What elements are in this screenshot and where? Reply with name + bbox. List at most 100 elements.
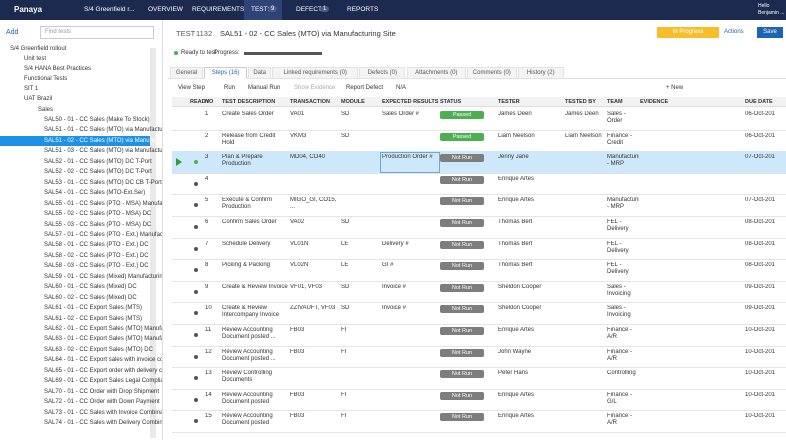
tree-test[interactable]: SAL73 - 01 - CC Sales with Invoice Combi… (44, 409, 163, 416)
tree-test[interactable]: SAL60 - 02 - CC Sales (Mixed) DC (44, 294, 137, 301)
tree-test[interactable]: SAL62 - 01 - CC Export Sales (MTO) Manuf… (44, 326, 163, 332)
tree-test[interactable]: SAL63 - 02 - CC Export Sales (MTO) DC (44, 346, 153, 353)
tool[interactable]: N/A (396, 85, 407, 91)
state[interactable]: In Progress (657, 27, 719, 38)
tool[interactable]: + New (666, 85, 684, 91)
ready-dot (194, 139, 198, 143)
tree-test[interactable]: SAL74 - 01 - CC Sales with Delivery Comb… (44, 420, 163, 427)
progress-bar (244, 52, 322, 55)
actions[interactable]: Actions (724, 29, 744, 35)
tab[interactable]: Attachments (0) (406, 67, 466, 79)
tree-test[interactable]: SAL69 - 01 - CC Export Sales Legal Compl… (44, 378, 163, 385)
tree-test[interactable]: SAL51 - 03 - CC Sales (MTO) via Manufact… (44, 148, 163, 155)
tree-test[interactable]: SAL55 - 02 - CC Sales (PTO - MSA) DC (44, 211, 152, 218)
test-label: TEST (176, 29, 196, 38)
cell-tester: Jenny Jane (498, 154, 529, 161)
brand: Panaya (14, 5, 43, 14)
tree-test[interactable]: SAL60 - 01 - CC Sales (Mixed) DC (44, 284, 137, 291)
tree-test[interactable]: SAL58 - 02 - CC Sales (PTO - Ext.) DC (44, 252, 149, 259)
user[interactable]: Benjamin ... (758, 10, 785, 16)
tree-test[interactable]: SAL58 - 01 - CC Sales (PTO - Ext.) DC (44, 242, 149, 249)
cell-team: Manufacturing - MRP (607, 197, 639, 211)
tree-folder[interactable]: S/4 Greenfield rollout (10, 46, 67, 52)
toolbar: View Step Run Manual Run Show Evidence R… (168, 82, 786, 94)
cell-due: 07-Oct-201 (745, 197, 776, 204)
tree-test[interactable]: SAL55 - 03 - CC Sales (PTO - MSA) DC (44, 221, 152, 228)
tree-test[interactable]: SAL61 - 02 - CC Export Sales (MTS) (44, 315, 143, 322)
ready-dot (174, 51, 178, 55)
tree-folder[interactable]: UAT Brazil (24, 96, 53, 102)
cell-team: Finance - A/R (607, 327, 633, 340)
tree-test[interactable]: SAL52 - 01 - CC Sales (MTO) DC T-Port (44, 158, 152, 165)
search[interactable]: Find tests (40, 26, 154, 39)
tree-test[interactable]: SAL72 - 01 - CC Order with Down Payment (44, 399, 160, 406)
cell-due: 07-Oct-201 (745, 154, 776, 161)
tree-test[interactable]: SAL65 - 01 - CC Export order with delive… (44, 367, 163, 374)
tree-folder[interactable]: Unit test (24, 56, 47, 62)
tree-test[interactable]: SAL52 - 02 - CC Sales (MTO) DC T-Port (44, 169, 152, 176)
run-icon (176, 158, 182, 167)
tree-test[interactable]: SAL57 - 01 - CC Sales (PTO - Ext.) Manuf… (44, 231, 163, 238)
cell-transaction: ZZIVAUFT, VF03 (290, 305, 336, 312)
cell-module: SD (341, 219, 350, 225)
step-no: 2 (205, 132, 209, 139)
tab[interactable]: General (170, 67, 204, 79)
tab[interactable]: History (2) (517, 67, 564, 79)
column-header: EVIDENCE (640, 99, 669, 105)
tree-folder[interactable]: SIT 1 (24, 86, 39, 92)
tree-folder[interactable]: Functional Tests (24, 76, 68, 82)
tree-test[interactable]: SAL51 - 02 - CC Sales (MTO) via Manufact… (44, 137, 163, 144)
tab[interactable]: Linked requirements (0) (272, 67, 359, 79)
project[interactable]: S/4 Greenfield r... (84, 6, 135, 13)
column-header: TEST DESCRIPTION (222, 99, 276, 105)
tool[interactable]: View Step (178, 85, 205, 91)
cell-tester: Enrique Artes (498, 197, 535, 204)
tree-test[interactable]: SAL53 - 01 - CC Sales (MTO) DC CB T-Port (44, 179, 162, 186)
status: Not Run (440, 175, 484, 184)
column-header: TESTED BY (565, 99, 596, 105)
tree-folder[interactable]: S/4 HANA Best Practices (24, 66, 92, 72)
add-button[interactable]: Add (6, 29, 19, 36)
step-no: 11 (205, 327, 212, 333)
tree-folder[interactable]: Sales (38, 107, 54, 113)
cell-team: FEL - Delivery (607, 219, 629, 232)
tool[interactable]: Report Defect (346, 85, 384, 91)
test-id: 1132 (196, 29, 213, 38)
row-bg (172, 324, 786, 347)
nav-item[interactable]: DEFECTS (296, 6, 327, 13)
nav-item[interactable]: REPORTS (347, 6, 379, 13)
cell-module: SD (341, 305, 350, 312)
cell-tester: Liam Neelson (498, 132, 535, 139)
ready-dot (194, 376, 198, 381)
tab[interactable]: Steps (16) (204, 67, 248, 79)
save[interactable]: Save (757, 27, 783, 38)
nav-item[interactable]: OVERVIEW (148, 6, 183, 13)
tree-test[interactable]: SAL61 - 01 - CC Export Sales (MTS) (44, 305, 143, 312)
row-bg (172, 108, 786, 131)
ready-dot (194, 181, 198, 186)
tree-test[interactable]: SAL64 - 01 - CC Export sales with invoic… (44, 357, 163, 364)
tool[interactable]: Run (224, 85, 236, 91)
tree-test[interactable]: SAL55 - 01 - CC Sales (PTO - MSA) Manufa… (44, 200, 163, 207)
tree-test[interactable]: SAL51 - 01 - CC Sales (MTO) via Manufact… (44, 127, 163, 134)
cell-description: Create & Review Invoice (222, 283, 288, 290)
nav-item[interactable]: REQUIREMENTS (192, 6, 245, 13)
tool[interactable]: Manual Run (248, 85, 281, 91)
tool[interactable]: Show Evidence (294, 85, 336, 91)
cell-transaction: VL02N (290, 262, 309, 269)
ready: Ready to test (181, 50, 217, 56)
status: Not Run (440, 391, 484, 400)
tab[interactable]: Comments (0) (467, 67, 517, 79)
tree-test[interactable]: SAL70 - 01 - CC Order with Drop Shipment (44, 388, 160, 395)
cell-description: Execute & Confirm Production (222, 197, 273, 211)
tree-test[interactable]: SAL63 - 01 - CC Export Sales (MTO) Manuf… (44, 336, 163, 343)
ready-dot (194, 333, 198, 337)
tree-test[interactable]: SAL59 - 01 - CC Sales (Mixed) Manufactur… (44, 273, 163, 280)
tree-test[interactable]: SAL50 - 01 - CC Sales (Make To Stock) (44, 117, 150, 123)
tree-test[interactable]: SAL54 - 01 - CC Sales (MTO-Ext.Ser) (44, 190, 146, 197)
nav-item[interactable]: TESTS (251, 6, 272, 13)
tab[interactable]: Data (248, 67, 272, 79)
cell-module: LE (341, 240, 349, 247)
tab[interactable]: Defects (0) (359, 67, 406, 79)
tree-test[interactable]: SAL58 - 03 - CC Sales (PTO - Ext.) DC (44, 263, 149, 270)
